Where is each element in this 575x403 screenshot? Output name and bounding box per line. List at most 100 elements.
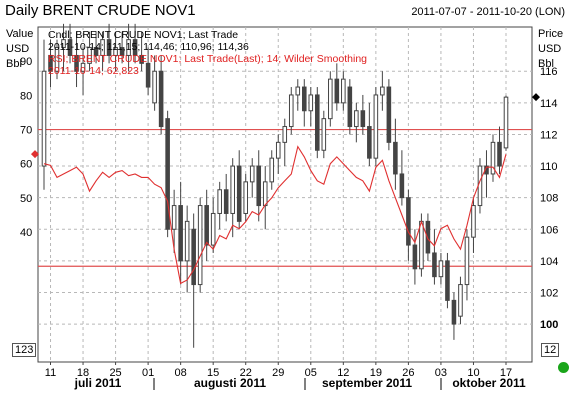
legend-rsi-series: RSI; BRENT CRUDE NOV1; Last Trade(Last);… (48, 53, 367, 65)
candle (61, 23, 66, 72)
candle (380, 71, 385, 111)
candle (406, 189, 411, 261)
candle (490, 134, 496, 182)
candle-body (464, 236, 470, 286)
candle (171, 189, 177, 253)
candle (399, 150, 405, 206)
candle-body (113, 47, 118, 56)
candle-body (269, 157, 275, 183)
candle (119, 31, 125, 64)
right-scale-box[interactable]: 12 (541, 343, 560, 357)
right-axis-ticks: 100 102 104 106 108 110 112 114 116 (540, 66, 558, 331)
candle-body (301, 86, 307, 112)
candle (197, 197, 203, 293)
candle-body (295, 86, 301, 96)
left-axis-header-line: Value (6, 28, 34, 40)
candle-body (380, 86, 385, 96)
candle (373, 87, 379, 167)
candle (471, 197, 476, 253)
current-value-markers (31, 93, 540, 159)
candle-body (249, 165, 255, 183)
candle-body (412, 244, 418, 270)
rsi-series (43, 145, 507, 285)
candle-body (288, 94, 294, 128)
x-axis-day-label: 01 (142, 367, 154, 379)
left-axis-tick-label: 60 (20, 159, 32, 171)
candle-body (328, 78, 333, 120)
candle (425, 213, 431, 261)
candle (328, 71, 333, 127)
right-axis-tick-label: 108 (540, 193, 558, 205)
candle-body (477, 165, 483, 207)
x-axis-day-label: 17 (500, 367, 512, 379)
left-axis-tick-label: 70 (20, 125, 32, 137)
x-axis-day-label: 15 (207, 367, 219, 379)
candle-body (119, 47, 125, 56)
legend-candle-series: Cndl; BRENT CRUDE NOV1; Last Trade (48, 29, 239, 41)
candle (321, 110, 327, 159)
connection-status-icon (558, 362, 569, 373)
chart-legend: Cndl; BRENT CRUDE NOV1; Last Trade 2011-… (48, 29, 388, 77)
candle (497, 126, 502, 174)
candle-body (308, 94, 314, 112)
candle-body (100, 39, 105, 56)
candle (74, 31, 79, 88)
plot-frame (37, 26, 533, 363)
candle (256, 150, 262, 222)
x-axis-day-label: 18 (77, 367, 89, 379)
left-scale-box[interactable]: 123 (12, 343, 37, 357)
candle (360, 94, 366, 135)
candle-body (256, 165, 262, 207)
x-axis-month-label: oktober 2011 (452, 376, 526, 390)
candle-body (230, 165, 235, 214)
candle-body (497, 141, 502, 167)
candle-body (74, 54, 79, 72)
x-axis-day-label: 08 (175, 367, 187, 379)
candle (354, 102, 359, 143)
candle-body (165, 118, 170, 230)
left-axis-header-line: USD (6, 43, 30, 55)
candle-series (41, 23, 509, 348)
candle-body (503, 96, 509, 149)
x-axis-month-label: augusti 2011 (194, 376, 266, 390)
candle (477, 158, 483, 214)
candle-body (354, 110, 359, 128)
candle (132, 23, 138, 64)
x-axis: 11 18 25 01 08 15 22 29 05 12 19 26 03 10 17 juli 2011 a… (45, 362, 526, 390)
candle-body (217, 189, 222, 214)
candle (451, 292, 457, 340)
candle (48, 39, 53, 88)
candle-body (210, 212, 216, 246)
candle (503, 95, 509, 151)
candle (217, 181, 222, 230)
candle-body (152, 70, 157, 104)
candle (54, 39, 60, 80)
candle-body (425, 220, 431, 254)
right-axis-tick-label: 112 (540, 129, 558, 141)
candle-body (315, 94, 320, 151)
candle-body (80, 62, 86, 72)
candle (87, 31, 92, 72)
candle-body (432, 252, 437, 278)
candle (204, 189, 209, 261)
candle-body (106, 39, 112, 56)
left-axis-tick-label: 90 (20, 56, 32, 68)
candle-body (132, 39, 138, 56)
candle (386, 79, 392, 151)
right-axis-header-line: USD (538, 43, 562, 55)
candle-body (399, 173, 405, 199)
x-axis-month-label: september 2011 (322, 376, 412, 390)
candle-body (236, 165, 242, 222)
candle (308, 87, 314, 127)
candle (184, 205, 190, 293)
candle (236, 150, 242, 230)
right-axis-tick-label: 102 (540, 287, 558, 299)
candle-body (139, 54, 144, 64)
candle-body (367, 126, 372, 159)
candle-body (341, 78, 346, 104)
x-axis-day-label: 05 (305, 367, 317, 379)
candle (432, 229, 437, 285)
candle-body (419, 220, 424, 270)
candle (269, 150, 275, 190)
